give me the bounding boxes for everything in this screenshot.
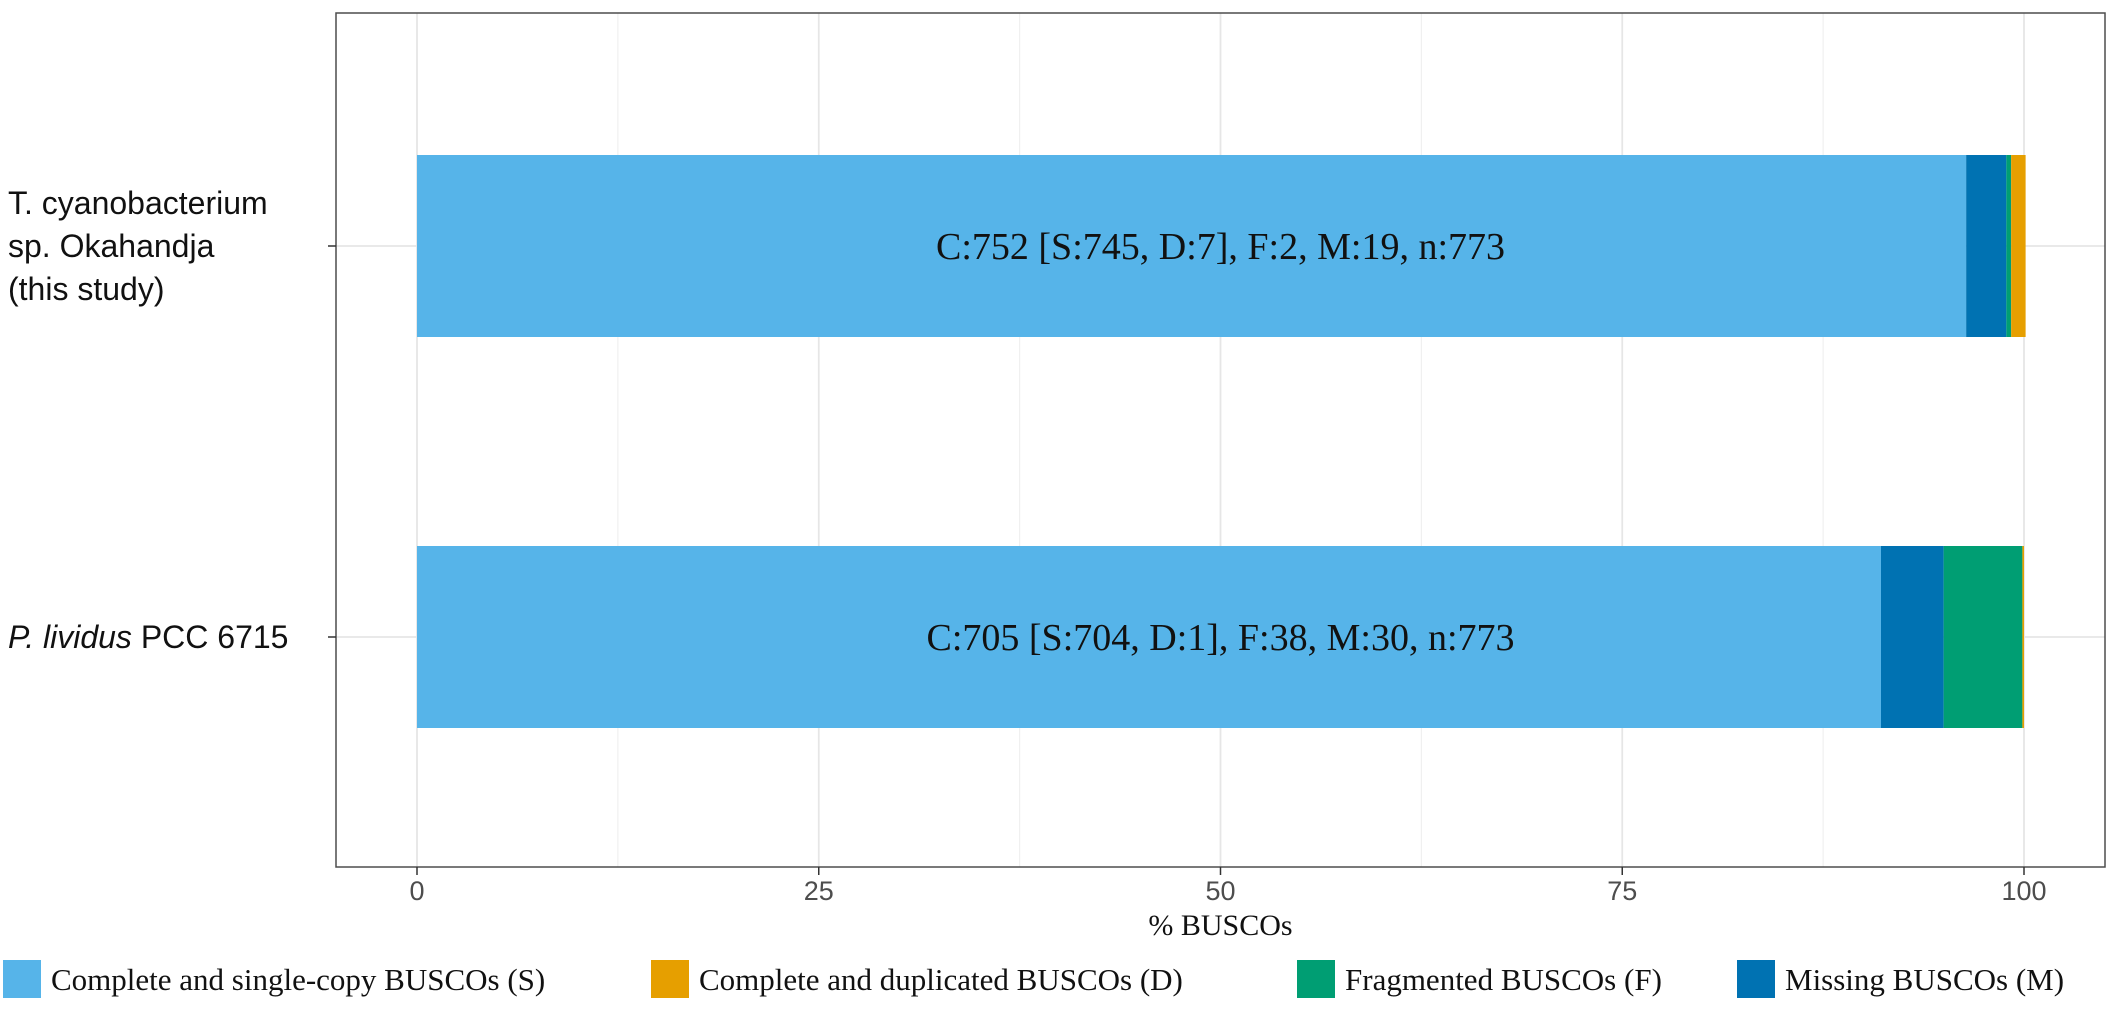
legend: Complete and single-copy BUSCOs (S) Compl… xyxy=(3,960,2064,998)
legend-label: Complete and duplicated BUSCOs (D) xyxy=(699,962,1183,997)
legend-label: Missing BUSCOs (M) xyxy=(1785,962,2064,997)
legend-key xyxy=(1737,960,1775,998)
bar-data-label: C:705 [S:704, D:1], F:38, M:30, n:773 xyxy=(927,617,1515,659)
y-category-label: P. lividus PCC 6715 xyxy=(8,619,288,655)
y-category-label: T. cyanobacterium xyxy=(8,185,268,221)
y-category-label: (this study) xyxy=(8,271,164,307)
legend-key xyxy=(651,960,689,998)
x-axis-title: % BUSCOs xyxy=(1148,909,1292,942)
x-tick-label: 100 xyxy=(2001,876,2046,906)
legend-label: Complete and single-copy BUSCOs (S) xyxy=(51,962,545,997)
x-tick-label: 75 xyxy=(1607,876,1637,906)
legend-key xyxy=(3,960,41,998)
legend-label: Fragmented BUSCOs (F) xyxy=(1345,962,1662,997)
bar-data-label: C:752 [S:745, D:7], F:2, M:19, n:773 xyxy=(936,226,1505,268)
x-tick-label: 25 xyxy=(804,876,834,906)
y-axis: T. cyanobacterium sp. Okahandja (this stud… xyxy=(8,185,336,655)
bar-segment-d xyxy=(2022,546,2024,728)
bar-segment-s xyxy=(417,155,1967,337)
x-tick-label: 50 xyxy=(1205,876,1235,906)
y-category-label: sp. Okahandja xyxy=(8,228,215,264)
bar-segment-m xyxy=(1966,155,2007,337)
bars xyxy=(417,155,2026,728)
x-axis: 0 25 50 75 100 xyxy=(409,867,2047,906)
bar-labels: C:752 [S:745, D:7], F:2, M:19, n:773 C:70… xyxy=(927,226,1515,659)
legend-key xyxy=(1297,960,1335,998)
x-tick-label: 0 xyxy=(409,876,424,906)
bar-segment-m xyxy=(1880,546,1944,728)
bar-segment-s xyxy=(417,546,1881,728)
bar-segment-f xyxy=(2006,155,2012,337)
bar-segment-f xyxy=(1943,546,2023,728)
bar-segment-d xyxy=(2011,155,2026,337)
